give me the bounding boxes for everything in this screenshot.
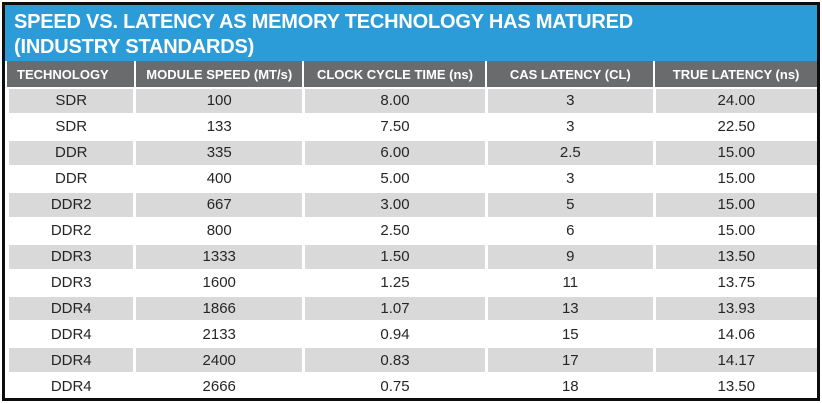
table-cell: 13.50 [654,243,817,271]
table-row: DDR2 667 3.00 5 15.00 [5,191,817,219]
header-row: TECHNOLOGY MODULE SPEED (MT/s) CLOCK CYCLE… [7,61,817,89]
table-cell: 2400 [134,347,305,375]
table-row: SDR 100 8.00 3 24.00 [5,88,817,115]
table-cell: DDR3 [5,243,137,271]
table-cell: 1.07 [303,295,488,323]
table-cell: 400 [134,165,305,193]
table-cell: 0.75 [303,373,488,398]
table-cell: DDR4 [5,373,137,398]
table-cell: 3 [486,88,656,115]
table-cell: 15.00 [654,217,817,245]
table-cell: 2666 [134,373,305,398]
table-row: DDR4 2133 0.94 15 14.06 [5,321,817,349]
table-cell: DDR4 [5,321,137,349]
table-cell: 18 [486,373,656,398]
column-header-true-latency-ns: TRUE LATENCY (ns) [654,61,817,89]
column-header-module-speed-mt-s: MODULE SPEED (MT/s) [134,61,305,89]
table-body: SDR 100 8.00 3 24.00 SDR 133 7.50 3 22.50 DDR 335 6.… [5,88,817,398]
table-cell: DDR [5,165,137,193]
table-cell: DDR4 [5,295,137,323]
table-row: DDR4 2400 0.83 17 14.17 [5,347,817,375]
title-line-2: (INDUSTRY STANDARDS) [14,36,255,58]
table-cell: DDR2 [5,191,137,219]
column-header-cas-latency-cl: CAS LATENCY (CL) [486,61,656,89]
table-row: DDR3 1333 1.50 9 13.50 [5,243,817,271]
table-title: SPEED VS. LATENCY AS MEMORY TECHNOLOGY H… [5,5,817,61]
table-cell: DDR [5,139,137,167]
table-row: DDR2 800 2.50 6 15.00 [5,217,817,245]
table-cell: 5 [486,191,656,219]
table-cell: 15.00 [654,191,817,219]
table-cell: 5.00 [303,165,488,193]
table-cell: DDR2 [5,217,137,245]
table-cell: 800 [134,217,305,245]
table-cell: 3 [486,165,656,193]
table-cell: SDR [5,88,137,115]
table-cell: 2.50 [303,217,488,245]
column-header-technology: TECHNOLOGY [7,61,136,89]
table-cell: 100 [134,88,305,115]
table-cell: 13.93 [654,295,817,323]
title-line-1: SPEED VS. LATENCY AS MEMORY TECHNOLOGY H… [14,11,633,33]
table-row: DDR 400 5.00 3 15.00 [5,165,817,193]
table-cell: 13 [486,295,656,323]
table-row: DDR4 2666 0.75 18 13.50 [5,373,817,398]
table-header: TECHNOLOGY MODULE SPEED (MT/s) CLOCK CYCLE… [7,61,817,89]
table-cell: 14.17 [654,347,817,375]
table-cell: DDR4 [5,347,137,375]
table-cell: 9 [486,243,656,271]
table-cell: 6 [486,217,656,245]
table-row: DDR3 1600 1.25 11 13.75 [5,269,817,297]
table-cell: 17 [486,347,656,375]
column-header-clock-cycle-time-ns: CLOCK CYCLE TIME (ns) [303,61,488,89]
table-row: DDR4 1866 1.07 13 13.93 [5,295,817,323]
table-cell: 1.50 [303,243,488,271]
table-cell: 14.06 [654,321,817,349]
table-cell: 1.25 [303,269,488,297]
table-cell: 2133 [134,321,305,349]
table-cell: 667 [134,191,305,219]
table-cell: 11 [486,269,656,297]
table-cell: 7.50 [303,113,488,141]
table-cell: 15 [486,321,656,349]
table-cell: 3 [486,113,656,141]
table-cell: DDR3 [5,269,137,297]
table-cell: 8.00 [303,88,488,115]
table-cell: 0.83 [303,347,488,375]
table-cell: 0.94 [303,321,488,349]
table-cell: 1866 [134,295,305,323]
table-cell: 1600 [134,269,305,297]
table-cell: 6.00 [303,139,488,167]
table-cell: 3.00 [303,191,488,219]
table-row: DDR 335 6.00 2.5 15.00 [5,139,817,167]
table-cell: 1333 [134,243,305,271]
table-cell: 15.00 [654,139,817,167]
memory-latency-table: TECHNOLOGY MODULE SPEED (MT/s) CLOCK CYCLE… [5,61,817,398]
table-cell: 13.50 [654,373,817,398]
table-cell: SDR [5,113,137,141]
table-row: SDR 133 7.50 3 22.50 [5,113,817,141]
table-cell: 133 [134,113,305,141]
table-cell: 24.00 [654,88,817,115]
table-cell: 15.00 [654,165,817,193]
table-cell: 2.5 [486,139,656,167]
table-cell: 22.50 [654,113,817,141]
table-cell: 13.75 [654,269,817,297]
table-cell: 335 [134,139,305,167]
